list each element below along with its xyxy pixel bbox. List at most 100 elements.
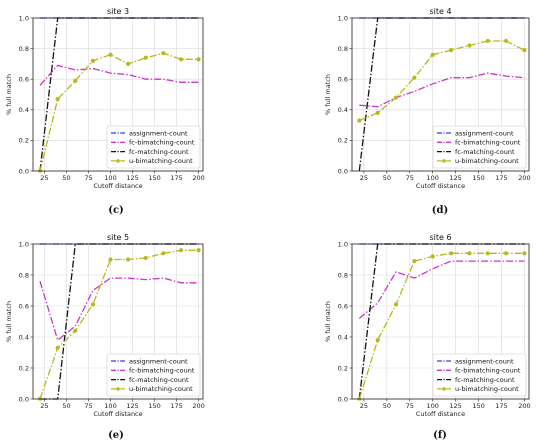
legend: assignment-count fc-bimatching-countfc-ma… — [432, 353, 527, 397]
legend-label: fc-bimatching-count — [455, 139, 521, 147]
series-line-u-bimatching-count — [39, 52, 199, 172]
series-line-u-bimatching-count — [359, 40, 525, 122]
x-tick-label: 200 — [192, 402, 204, 410]
chart-title: site 5 — [107, 233, 129, 242]
plot-frame — [351, 243, 530, 400]
x-tick-label: 100 — [104, 402, 116, 410]
x-tick-label: 100 — [426, 174, 438, 182]
figure-caption: (d) — [432, 205, 448, 216]
figure-caption: (c) — [108, 205, 124, 216]
x-tick-label: 175 — [495, 174, 507, 182]
x-tick-label: 50 — [383, 174, 391, 182]
y-tick-label: 0.4 — [19, 333, 29, 341]
x-tick-label: 200 — [518, 174, 530, 182]
legend-label: fc-matching-count — [455, 148, 515, 156]
legend-label: fc-bimatching-count — [129, 367, 195, 375]
y-tick-label: 0.6 — [19, 76, 29, 84]
legend-label: fc-matching-count — [129, 148, 189, 156]
x-tick-label: 150 — [148, 402, 160, 410]
x-tick-label: 125 — [126, 402, 138, 410]
y-tick-label: 1.0 — [19, 240, 29, 248]
data-point-u-bimatching-count — [503, 38, 509, 44]
data-point-u-bimatching-count — [73, 328, 78, 333]
y-tick-label: 0.8 — [338, 45, 348, 53]
data-point-u-bimatching-count — [90, 302, 95, 307]
y-tick-label: 0.2 — [338, 137, 348, 145]
data-point-u-bimatching-count — [485, 251, 490, 256]
data-point-u-bimatching-count — [448, 48, 454, 53]
legend-label: u-bimatching-count — [129, 157, 193, 165]
legend-label: fc-matching-count — [455, 376, 515, 384]
series-line-u-bimatching-count — [39, 249, 199, 400]
data-point-u-bimatching-count — [126, 257, 131, 262]
chart-title: site 4 — [429, 7, 451, 16]
y-tick-label: 1.0 — [338, 14, 348, 22]
chart-title: site 3 — [107, 7, 129, 16]
y-axis-label: % full match — [5, 301, 13, 342]
legend-marker — [116, 159, 120, 163]
figure-caption: (e) — [108, 430, 124, 441]
data-point-u-bimatching-count — [467, 251, 472, 256]
x-tick-label: 200 — [192, 174, 204, 182]
y-tick-label: 0.4 — [19, 106, 29, 114]
x-tick-label: 125 — [449, 174, 461, 182]
x-tick-label: 25 — [40, 174, 48, 182]
data-point-u-bimatching-count — [467, 43, 472, 48]
data-point-u-bimatching-count — [196, 248, 201, 253]
x-tick-label: 25 — [40, 402, 48, 410]
data-point-u-bimatching-count — [430, 254, 435, 259]
legend-label: u-bimatching-count — [455, 157, 519, 165]
y-tick-label: 0.2 — [19, 137, 29, 145]
x-tick-label: 125 — [449, 402, 461, 410]
legend-label: assignment-count — [455, 129, 514, 137]
x-tick-label: 75 — [84, 402, 92, 410]
x-tick-label: 50 — [62, 402, 70, 410]
data-point-u-bimatching-count — [448, 251, 454, 256]
data-point-u-bimatching-count — [375, 110, 380, 115]
x-tick-label: 25 — [360, 174, 368, 182]
x-tick-label: 150 — [472, 174, 484, 182]
legend-label: fc-bimatching-count — [129, 139, 195, 147]
x-axis-label: Cutoff distance — [416, 410, 465, 418]
series-line-fc-bimatching-count — [359, 72, 525, 108]
legend-label: assignment-count — [129, 357, 188, 365]
legend-marker — [116, 387, 120, 391]
x-tick-label: 100 — [104, 174, 116, 182]
x-tick-label: 75 — [406, 402, 414, 410]
x-tick-label: 25 — [360, 402, 368, 410]
data-point-u-bimatching-count — [412, 258, 417, 264]
legend-label: assignment-count — [129, 129, 188, 137]
chart-panel-1: 25 50 75 100 125 150 175 200 0.0 0.2 0.4 0.6 0.8 1.0 s… — [5, 7, 205, 216]
legend-marker — [442, 387, 446, 391]
y-tick-label: 1.0 — [338, 240, 348, 248]
data-point-u-bimatching-count — [430, 52, 435, 57]
series-line-fc-bimatching-count — [39, 277, 199, 342]
data-point-u-bimatching-count — [108, 52, 113, 57]
data-point-u-bimatching-count — [196, 57, 201, 62]
data-point-u-bimatching-count — [503, 251, 509, 256]
figure-caption: (f) — [433, 430, 447, 441]
data-point-u-bimatching-count — [178, 248, 184, 253]
data-point-u-bimatching-count — [55, 96, 60, 102]
data-point-u-bimatching-count — [375, 338, 380, 343]
data-point-u-bimatching-count — [90, 58, 95, 63]
series-line-fc-bimatching-count — [39, 64, 199, 86]
data-point-u-bimatching-count — [178, 57, 184, 62]
x-tick-label: 200 — [518, 402, 530, 410]
x-tick-label: 125 — [126, 174, 138, 182]
legend-box — [432, 125, 527, 169]
data-point-u-bimatching-count — [393, 95, 399, 100]
legend-box — [106, 125, 201, 169]
legend: assignment-count fc-bimatching-countfc-ma… — [432, 125, 527, 169]
chart-panel-2: 25 50 75 100 125 150 175 200 0.0 0.2 0.4 0.6 0.8 1.0 s… — [324, 7, 531, 216]
y-tick-label: 0.8 — [19, 271, 29, 279]
data-point-u-bimatching-count — [522, 48, 527, 53]
chart-title: site 6 — [429, 233, 451, 242]
y-tick-label: 0.8 — [338, 271, 348, 279]
plot-frame — [32, 243, 204, 400]
x-tick-label: 175 — [495, 402, 507, 410]
y-tick-label: 0.8 — [19, 45, 29, 53]
legend-marker — [442, 159, 446, 163]
y-tick-label: 0.2 — [338, 364, 348, 372]
data-point-u-bimatching-count — [522, 251, 527, 256]
